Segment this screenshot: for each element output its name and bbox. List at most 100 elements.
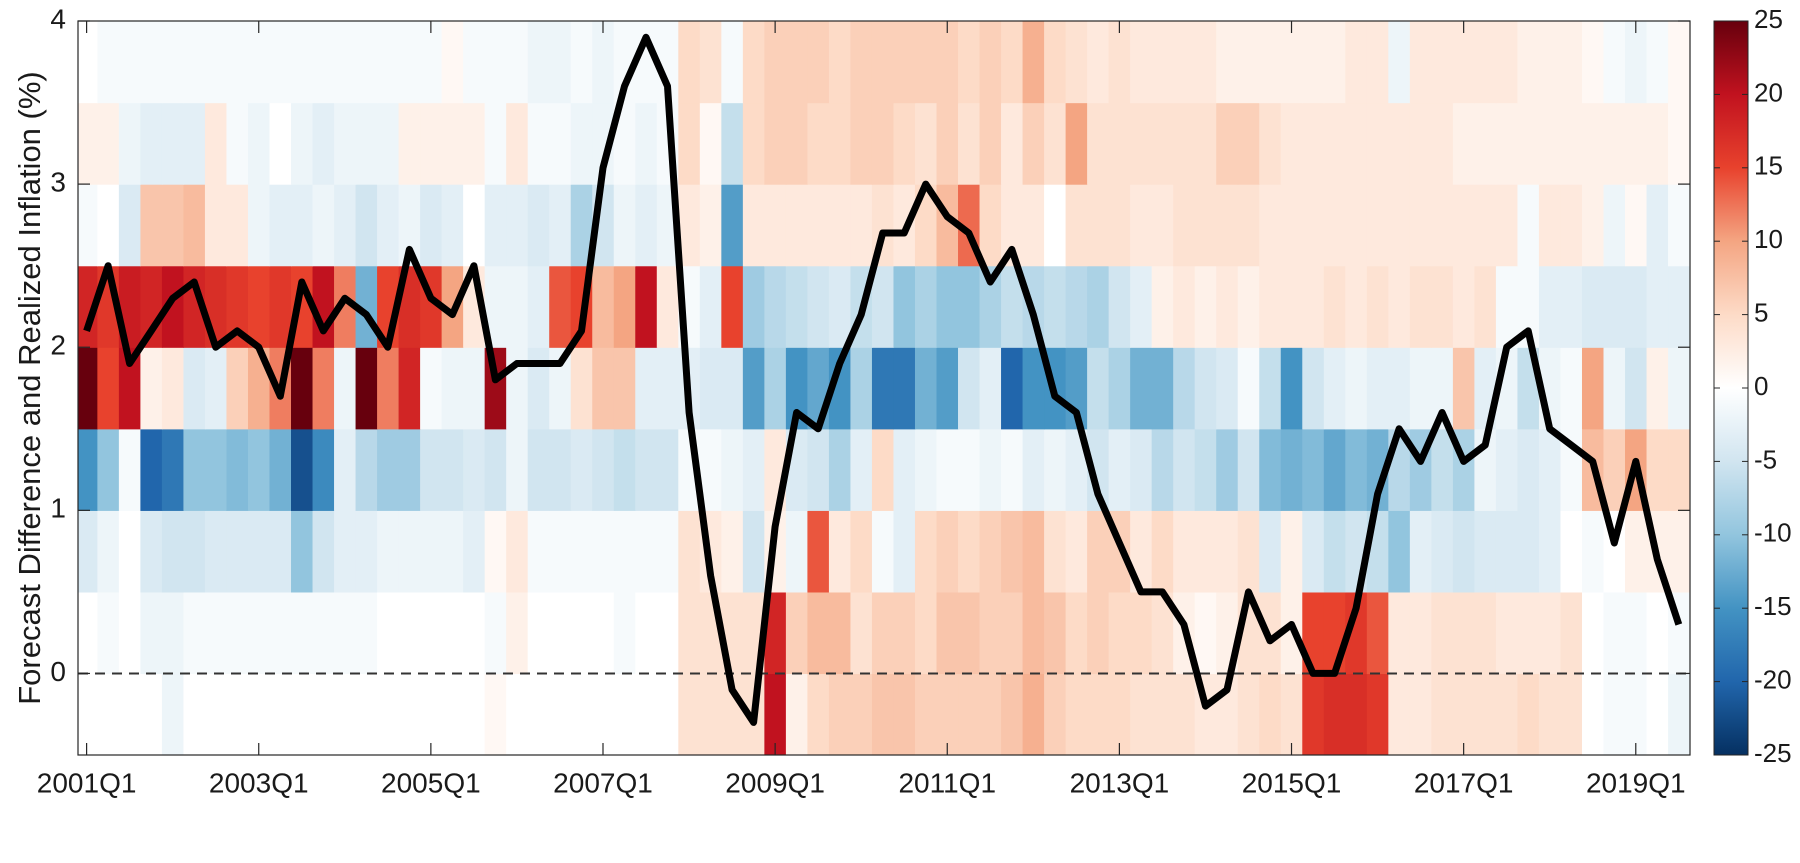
heatmap-cell bbox=[204, 510, 228, 593]
heatmap-cell bbox=[1087, 510, 1110, 593]
colorbar-tick-label: 15 bbox=[1754, 151, 1783, 181]
heatmap-cell bbox=[527, 673, 550, 755]
heatmap-cell bbox=[1001, 673, 1024, 755]
heatmap-cell bbox=[549, 184, 572, 267]
heatmap-cell bbox=[1280, 510, 1303, 593]
heatmap-cell bbox=[1194, 591, 1217, 675]
heatmap-cell bbox=[1108, 184, 1131, 267]
heatmap-cell bbox=[1194, 265, 1217, 348]
heatmap-cell bbox=[183, 428, 206, 511]
heatmap-cell bbox=[97, 510, 120, 593]
heatmap-cell bbox=[398, 102, 421, 185]
heatmap-cell bbox=[1001, 591, 1024, 675]
x-tick-label: 2019Q1 bbox=[1586, 767, 1686, 798]
heatmap-cell bbox=[936, 347, 959, 430]
heatmap-cell bbox=[1044, 21, 1067, 104]
heatmap-cell bbox=[764, 591, 787, 675]
heatmap-cell bbox=[828, 102, 852, 185]
heatmap-cell bbox=[312, 591, 335, 675]
heatmap-cell bbox=[1065, 510, 1088, 593]
heatmap-cell bbox=[1581, 21, 1605, 104]
heatmap-cell bbox=[1173, 102, 1196, 185]
heatmap-cell bbox=[1409, 102, 1432, 185]
heatmap-cell bbox=[828, 673, 852, 755]
heatmap-cell bbox=[958, 347, 981, 430]
heatmap-cell bbox=[1237, 673, 1260, 755]
heatmap-cell bbox=[1065, 184, 1088, 267]
heatmap-cell bbox=[204, 184, 228, 267]
heatmap-cell bbox=[527, 347, 550, 430]
heatmap-cell bbox=[97, 184, 120, 267]
heatmap-cell bbox=[1474, 510, 1497, 593]
heatmap-cell bbox=[1646, 102, 1669, 185]
heatmap-cell bbox=[613, 428, 636, 511]
heatmap-cell bbox=[161, 21, 185, 104]
heatmap-cell bbox=[226, 184, 249, 267]
heatmap-cell bbox=[204, 21, 228, 104]
heatmap-cell bbox=[377, 347, 400, 430]
heatmap-cell bbox=[958, 102, 981, 185]
heatmap-cell bbox=[1366, 102, 1389, 185]
heatmap-cell bbox=[1044, 184, 1067, 267]
heatmap-cell bbox=[1603, 21, 1626, 104]
heatmap-cell bbox=[1495, 428, 1519, 511]
heatmap-cell bbox=[1517, 510, 1540, 593]
heatmap-cell bbox=[1431, 102, 1454, 185]
heatmap-cell bbox=[1302, 184, 1325, 267]
heatmap-cell bbox=[1603, 184, 1626, 267]
heatmap-cell bbox=[463, 184, 486, 267]
heatmap-cell bbox=[635, 510, 658, 593]
heatmap-cell bbox=[850, 102, 873, 185]
heatmap-cell bbox=[1194, 428, 1217, 511]
heatmap-cell bbox=[893, 21, 916, 104]
heatmap-cell bbox=[441, 591, 464, 675]
heatmap-cell bbox=[1259, 184, 1282, 267]
heatmap-cell bbox=[506, 21, 529, 104]
heatmap-cell bbox=[377, 21, 400, 104]
heatmap-cell bbox=[118, 21, 141, 104]
heatmap-cell bbox=[334, 673, 357, 755]
heatmap-cell bbox=[1452, 347, 1476, 430]
heatmap-cell bbox=[183, 510, 206, 593]
heatmap-cell bbox=[656, 591, 679, 675]
heatmap-cell bbox=[1087, 265, 1110, 348]
heatmap-cell bbox=[97, 591, 120, 675]
heatmap-cell bbox=[1431, 265, 1454, 348]
heatmap-cell bbox=[334, 347, 357, 430]
heatmap-cell bbox=[355, 102, 378, 185]
heatmap-cell bbox=[1302, 21, 1325, 104]
heatmap-cell bbox=[1431, 673, 1454, 755]
heatmap-cell bbox=[204, 591, 228, 675]
heatmap-cell bbox=[506, 673, 529, 755]
heatmap-cell bbox=[1366, 184, 1389, 267]
heatmap-cell bbox=[291, 510, 314, 593]
x-tick-label: 2009Q1 bbox=[725, 767, 825, 798]
heatmap-cell bbox=[635, 184, 658, 267]
heatmap-cell bbox=[1001, 184, 1024, 267]
heatmap-cell bbox=[1345, 673, 1368, 755]
heatmap-cell bbox=[334, 265, 357, 348]
heatmap-cell bbox=[463, 428, 486, 511]
heatmap-cell bbox=[592, 428, 615, 511]
heatmap-cell bbox=[914, 510, 938, 593]
heatmap-cell bbox=[1452, 510, 1476, 593]
inflation-line bbox=[83, 33, 1683, 726]
heatmap-cell bbox=[1087, 184, 1110, 267]
heatmap-cell bbox=[226, 673, 249, 755]
heatmap-cell bbox=[1668, 428, 1690, 511]
heatmap-cell bbox=[355, 21, 378, 104]
heatmap-cell bbox=[1044, 510, 1067, 593]
heatmap-cell bbox=[699, 184, 722, 267]
heatmap-cell bbox=[312, 21, 335, 104]
heatmap-cell bbox=[549, 265, 572, 348]
heatmap-cell bbox=[506, 591, 529, 675]
heatmap-cell bbox=[1259, 673, 1282, 755]
heatmap-cell bbox=[656, 673, 679, 755]
heatmap-cell bbox=[269, 102, 292, 185]
heatmap-cell bbox=[1646, 428, 1669, 511]
heatmap-cell bbox=[592, 591, 615, 675]
heatmap-cell bbox=[140, 347, 163, 430]
heatmap-cell bbox=[1388, 265, 1411, 348]
heatmap-cell bbox=[506, 265, 529, 348]
heatmap-cell bbox=[1280, 265, 1303, 348]
